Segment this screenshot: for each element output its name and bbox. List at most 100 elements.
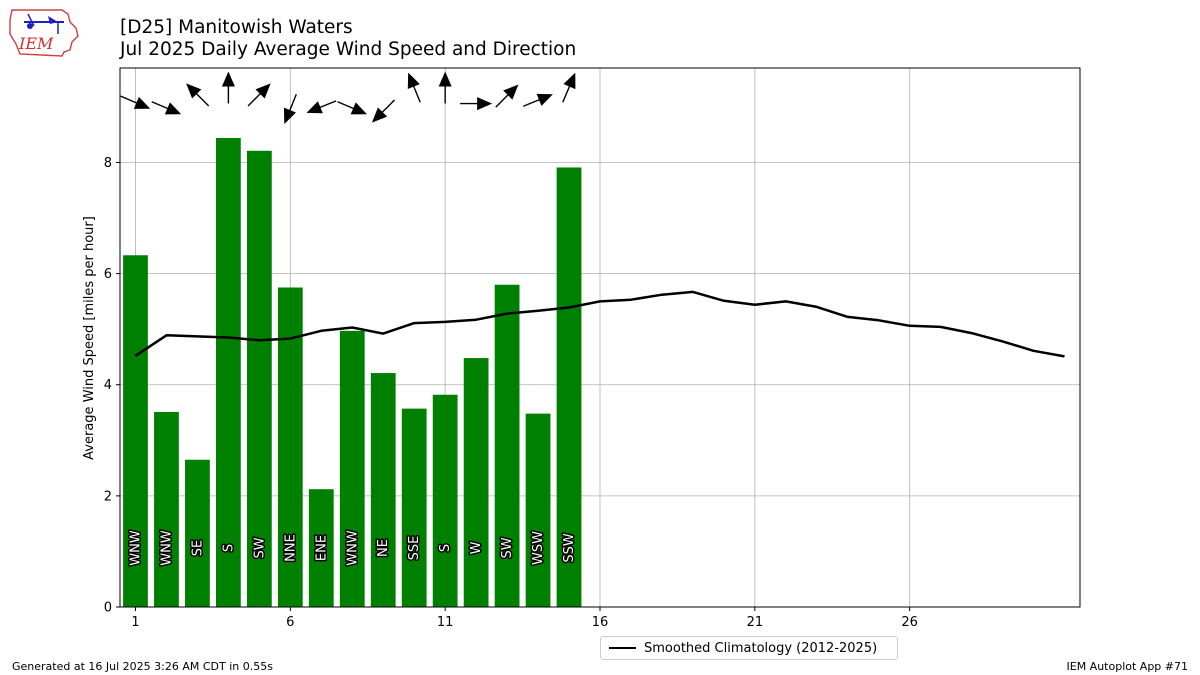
bar [556,167,582,607]
direction-label-outline: SW [252,537,267,558]
iem-logo: IEM [9,9,79,57]
wind-arrow-head [438,71,452,87]
direction-label: NNE [283,534,298,562]
direction-label-outline: SSW [562,533,577,563]
wind-arrow-shaft [151,101,169,110]
bar [308,489,334,607]
wind-arrow [495,84,519,108]
bar [401,408,427,607]
direction-label: WNW [159,530,174,566]
wind-arrow [407,72,421,103]
direction-label-outline: S [438,544,453,552]
direction-label: SSW [562,533,577,563]
y-tick-label: 4 [104,378,112,393]
direction-label-outline: WNW [345,530,360,566]
wind-arrow-head [221,71,235,87]
y-axis-label: Average Wind Speed [miles per hour] [82,216,97,460]
wind-arrow [522,93,553,107]
wind-arrow [460,97,493,111]
wind-arrow-head [350,102,367,115]
wind-arrow-shaft [412,85,421,103]
x-tick-label: 1 [131,615,139,630]
app-credit: IEM Autoplot App #71 [1066,660,1189,673]
wind-arrow-shaft [120,95,138,104]
bar [494,284,520,607]
direction-label: SE [190,540,205,556]
direction-label: S [438,544,453,552]
climatology-layer [134,290,1065,358]
wind-arrow [562,72,576,103]
bar [432,394,458,607]
bar [339,330,365,607]
wind-arrow-head [186,83,202,99]
wind-arrow-head [503,84,519,100]
wind-arrow [221,71,235,104]
direction-label-outline: SW [500,537,515,558]
bar [246,150,272,607]
direction-label-outline: ENE [314,535,329,561]
generated-timestamp: Generated at 16 Jul 2025 3:26 AM CDT in … [12,660,273,673]
legend-line-swatch [609,647,636,649]
wind-arrow-shaft [195,92,210,107]
wind-arrow-shaft [337,101,355,110]
wind-arrow-head [371,107,388,123]
wind-arrow [151,101,182,115]
direction-label: WNW [128,530,143,566]
direction-label: WSW [531,531,546,565]
wind-arrow-head [164,102,182,115]
wind-arrow [283,94,297,124]
wind-arrow-shaft [288,94,297,112]
chart-subtitle: Jul 2025 Daily Average Wind Speed and Di… [120,39,577,60]
wind-arrow-head [536,93,553,106]
direction-label-outline: SE [190,540,205,556]
wind-arrow-head [255,83,271,99]
direction-label: SW [500,537,515,558]
x-tick-label: 11 [437,615,454,630]
wind-arrow-head [133,96,151,109]
bar [185,459,210,607]
direction-label: WNW [345,530,360,566]
y-tick-label: 2 [104,489,112,504]
wind-arrow [247,83,271,107]
climatology-line [134,290,1065,358]
wind-arrow-shaft [562,85,571,103]
wind-arrow-head [407,72,420,89]
direction-label: ENE [314,535,329,561]
direction-label: S [221,544,236,552]
direction-label-outline: W [469,541,484,554]
legend-label: Smoothed Climatology (2012-2025) [644,640,878,656]
wind-arrow [438,71,452,104]
bar [277,287,303,607]
y-tick-label: 8 [104,156,112,171]
wind-arrow-head [563,72,576,90]
y-tick-label: 6 [104,267,112,282]
wind-arrow [186,83,210,107]
bar [123,255,148,608]
direction-label-outline: NE [376,539,391,557]
chart-title: [D25] Manitowish Waters [120,17,353,38]
bar [154,411,179,607]
wind-arrow-shaft [522,98,541,107]
bar [370,373,396,607]
direction-label-outline: NNE [283,534,298,562]
wind-arrow-head [306,101,323,114]
wind-arrow [120,95,151,109]
bars [123,138,582,608]
legend: Smoothed Climatology (2012-2025) [600,636,898,660]
direction-label: W [469,541,484,554]
wind-arrow-shaft [247,92,262,107]
wind-arrow [371,99,396,123]
wind-arrows [120,71,576,124]
direction-label: SW [252,537,267,558]
direction-label: SSE [407,536,422,561]
y-tick-label: 0 [104,601,112,616]
wind-arrow-head [477,97,493,111]
x-tick-label: 16 [592,615,609,630]
wind-arrow [306,100,337,114]
x-tick-label: 6 [286,615,294,630]
x-tick-label: 21 [747,615,764,630]
bar [463,358,489,607]
